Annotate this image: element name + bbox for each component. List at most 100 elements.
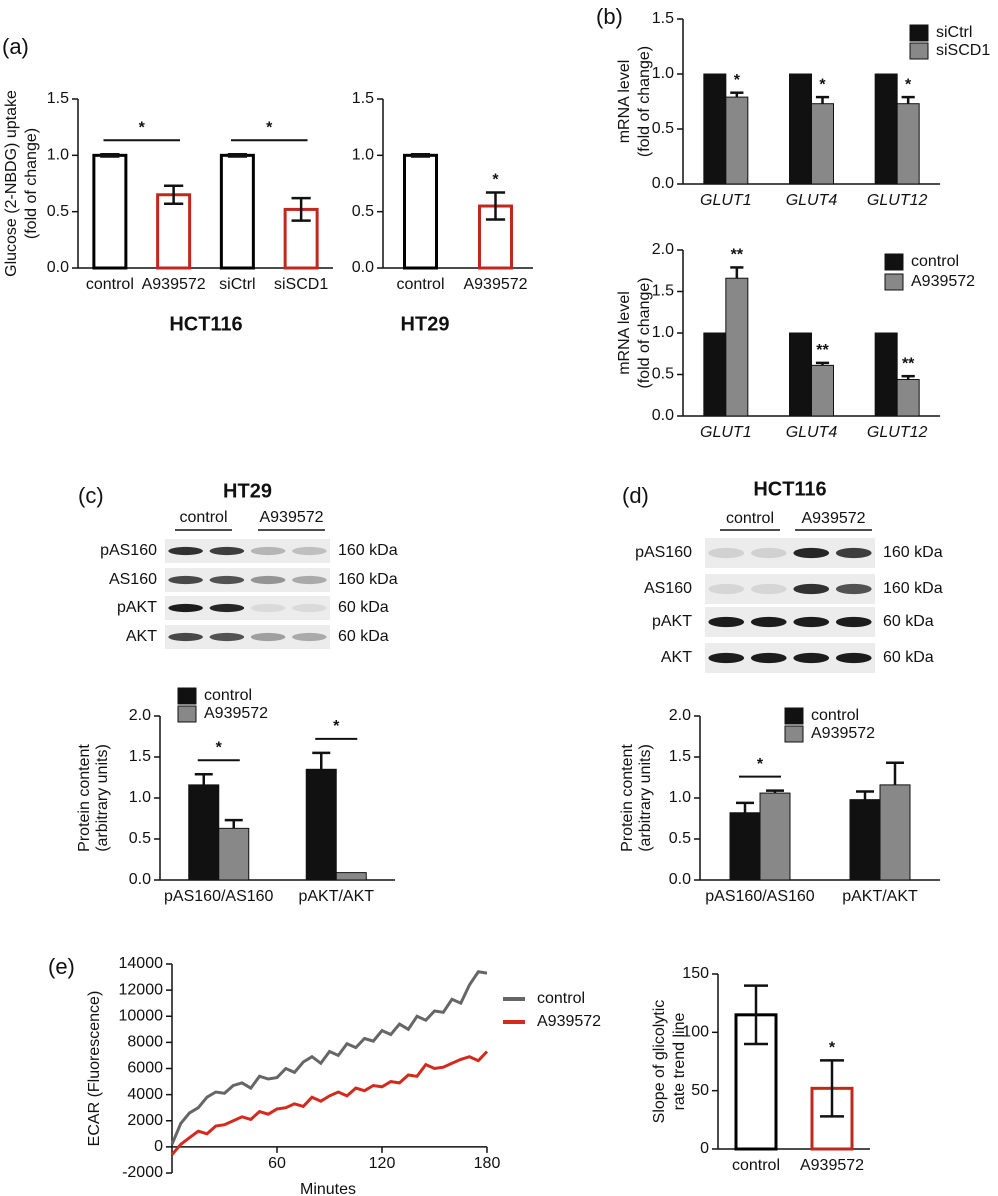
- y-tick-label: 0: [700, 1140, 709, 1157]
- x-tick-label: GLUT4: [786, 192, 838, 209]
- y-tick-label: 4000: [127, 1086, 163, 1103]
- y-tick-label: 6000: [127, 1060, 163, 1077]
- y-tick-label: 150: [682, 965, 709, 982]
- y-axis-label: rate trend line: [671, 1012, 688, 1110]
- x-tick-label: siCtrl: [219, 276, 255, 293]
- blot-band: [209, 575, 245, 585]
- blot-band: [250, 603, 286, 613]
- bar: [335, 872, 367, 881]
- blot-band: [835, 652, 872, 664]
- y-tick-label: 1.0: [652, 65, 674, 82]
- panel-label: (a): [2, 34, 29, 59]
- significance: *: [139, 119, 146, 136]
- x-tick-label: GLUT1: [700, 192, 752, 209]
- x-tick-label: A939572: [142, 276, 206, 293]
- blot-row-label: AKT: [126, 628, 157, 645]
- blot-band: [250, 632, 286, 642]
- bar: [874, 73, 898, 185]
- blot-title: HT29: [223, 480, 272, 502]
- x-tick-label: 120: [369, 1155, 396, 1172]
- legend-swatch: [784, 725, 804, 743]
- y-tick-label: 0.0: [652, 407, 674, 424]
- blot-size: 160 kDa: [883, 580, 943, 597]
- blot-group: A939572: [259, 509, 323, 526]
- legend-swatch: [884, 253, 904, 271]
- blot-row-label: pAKT: [652, 613, 692, 630]
- blot-band: [708, 547, 745, 559]
- bar: [874, 332, 898, 417]
- blot-band: [168, 603, 203, 613]
- bar: [188, 784, 220, 881]
- blot-band: [209, 546, 245, 556]
- blot-size: 60 kDa: [338, 628, 389, 645]
- y-tick-label: 0.0: [129, 871, 151, 888]
- legend-label: A939572: [811, 725, 875, 742]
- significance: *: [266, 119, 273, 136]
- bar: [789, 73, 812, 185]
- y-tick-label: 1.5: [669, 748, 691, 765]
- y-tick-label: 1.0: [652, 324, 674, 341]
- blot-band: [708, 616, 745, 628]
- blot-band: [750, 583, 787, 595]
- chart-title: HCT116: [169, 313, 242, 335]
- blot-band: [750, 547, 787, 559]
- y-axis-label: Slope of glicolytic: [651, 1000, 668, 1124]
- x-tick-label: pAKT/AKT: [298, 888, 374, 905]
- blot-band: [793, 583, 830, 595]
- blot-row-label: AS160: [644, 580, 692, 597]
- x-tick-label: A939572: [463, 276, 527, 293]
- bar: [218, 827, 250, 881]
- y-tick-label: 1.0: [47, 147, 69, 164]
- chart-title: HT29: [401, 313, 450, 335]
- legend-swatch: [784, 707, 804, 725]
- x-tick-label: control: [86, 276, 134, 293]
- panel-label: (c): [78, 483, 104, 508]
- blot-band: [835, 616, 872, 628]
- y-axis-label: (arbitrary units): [94, 744, 111, 852]
- y-axis-label: (fold of change): [636, 46, 653, 157]
- significance: **: [902, 355, 915, 372]
- legend-label: siCtrl: [936, 24, 972, 41]
- blot-size: 160 kDa: [338, 542, 398, 559]
- bar: [811, 364, 834, 417]
- significance: **: [731, 247, 744, 264]
- y-axis-label: (fold of change): [636, 277, 653, 388]
- y-tick-label: 2.0: [652, 241, 674, 258]
- significance: *: [492, 172, 499, 189]
- bar: [811, 103, 834, 185]
- y-tick-label: 1.0: [352, 147, 374, 164]
- x-tick-label: control: [396, 276, 444, 293]
- bar: [156, 193, 192, 270]
- x-tick-label: GLUT1: [700, 424, 752, 441]
- bar: [403, 153, 438, 270]
- legend-label: control: [811, 707, 859, 724]
- legend-label: control: [204, 687, 252, 704]
- blot-band: [292, 546, 327, 556]
- y-tick-label: 50: [691, 1082, 709, 1099]
- panel-label: (e): [48, 954, 75, 979]
- y-tick-label: 1.5: [47, 90, 69, 107]
- x-tick-label: siSCD1: [274, 276, 328, 293]
- significance: *: [829, 1040, 836, 1057]
- bar: [305, 768, 337, 881]
- x-tick-label: pAKT/AKT: [842, 888, 918, 905]
- blot-band: [750, 652, 787, 664]
- bar: [759, 792, 791, 881]
- blot-group: control: [179, 509, 227, 526]
- blot-band: [250, 575, 286, 585]
- bar: [725, 277, 749, 417]
- legend-label: A939572: [537, 1013, 601, 1030]
- x-tick-label: GLUT12: [867, 192, 928, 209]
- x-axis-label: Minutes: [300, 1181, 356, 1196]
- blot-size: 160 kDa: [338, 571, 398, 588]
- blot-row-label: pAS160: [635, 544, 692, 561]
- y-axis-label: (arbitrary units): [637, 744, 654, 852]
- blot-size: 160 kDa: [883, 544, 943, 561]
- blot-band: [835, 547, 872, 559]
- blot-band: [168, 546, 203, 556]
- y-tick-label: 100: [682, 1024, 709, 1041]
- legend-swatch: [177, 705, 197, 723]
- blot-size: 60 kDa: [338, 599, 389, 616]
- blot-band: [793, 547, 830, 559]
- line-series: [170, 1050, 489, 1156]
